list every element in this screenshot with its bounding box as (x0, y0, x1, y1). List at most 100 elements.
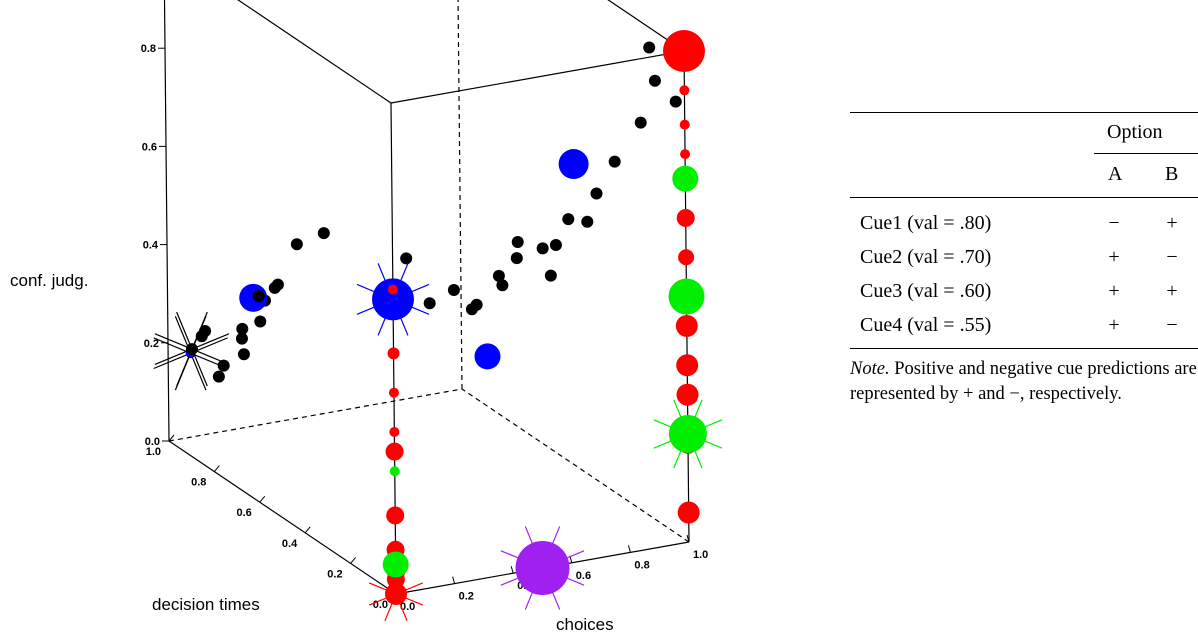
y-tick-label: 1.0 (693, 549, 708, 561)
column-b-label: B (1165, 163, 1179, 185)
data-point-black (290, 238, 303, 251)
data-points (153, 30, 723, 622)
cube-edge (390, 50, 685, 104)
data-point-black (648, 74, 661, 87)
x-tick-mark (259, 495, 266, 503)
cube-hidden-edge (168, 388, 463, 442)
data-point-red (678, 249, 695, 266)
data-point-black (252, 290, 265, 303)
data-point-black (634, 116, 647, 129)
data-point-black (237, 348, 250, 361)
x-tick-mark (214, 465, 220, 472)
data-point-black (400, 252, 413, 265)
table-row: Cue2 (val = .70) + − (850, 240, 1198, 274)
cue-prediction-b: − (1166, 246, 1178, 268)
z-tick-label: 0.4 (143, 240, 159, 252)
data-point-red (676, 354, 699, 377)
data-point-black (669, 95, 682, 108)
data-point-red (387, 347, 400, 360)
y-tick-mark (452, 576, 456, 584)
option-underline (1094, 153, 1198, 154)
data-point-green (668, 278, 705, 315)
x-axis-title: decision times (152, 595, 260, 614)
option-label: Option (1107, 121, 1163, 143)
data-point-spike (176, 348, 193, 387)
data-point-black (643, 41, 656, 54)
cue-prediction-a: + (1108, 314, 1120, 336)
data-point-spike (191, 333, 230, 350)
data-point-spike (154, 348, 193, 365)
table-row: Cue3 (val = .60) + + (850, 274, 1198, 308)
data-point-red (389, 426, 400, 437)
x-tick-label: 0.2 (327, 568, 342, 580)
data-point-green (672, 165, 699, 192)
data-point-black (511, 235, 524, 248)
data-point-black (608, 155, 621, 168)
axis-ticks: 0.00.20.40.60.81.00.00.20.40.60.81.00.00… (141, 43, 709, 613)
x-tick-mark (350, 557, 356, 564)
data-point-black (510, 252, 523, 265)
data-point-black (496, 279, 509, 292)
cube-edge (607, 0, 685, 52)
y-tick-label: 0.8 (634, 559, 649, 571)
z-tick-label: 0.0 (145, 436, 160, 448)
cue-prediction-a: + (1108, 246, 1120, 268)
data-point-black (254, 315, 267, 328)
table-column-headers: A B (850, 153, 1198, 197)
z-tick-label: 0.8 (141, 43, 156, 55)
x-tick-label: 0.8 (191, 477, 206, 489)
table-bottom-rule (850, 348, 1198, 349)
data-point-blue (372, 278, 414, 321)
table-row: Cue1 (val = .80) − + (850, 206, 1198, 240)
data-point-black (581, 215, 594, 228)
cue-name: Cue2 (val = .70) (860, 246, 992, 268)
note-label: Note. (850, 359, 890, 379)
data-point-black (544, 269, 557, 282)
data-point-black (423, 297, 436, 310)
cue-prediction-b: − (1166, 314, 1178, 336)
x-tick-label: 1.0 (146, 446, 161, 458)
y-tick-label: 0.6 (576, 570, 591, 582)
data-point-spike (153, 352, 191, 370)
data-point-red (679, 119, 690, 130)
table-mid-rule (850, 197, 1198, 198)
scatter-3d-plot: 0.00.20.40.60.81.00.00.20.40.60.81.00.00… (10, 0, 723, 634)
data-point-black (235, 332, 248, 345)
data-point-blue (558, 149, 589, 180)
cue-prediction-a: + (1108, 280, 1120, 302)
data-point-red (676, 208, 695, 227)
x-tick-mark (304, 526, 311, 534)
cue-prediction-a: − (1108, 212, 1120, 234)
data-point-green (389, 466, 400, 477)
cue-prediction-b: + (1166, 212, 1178, 234)
cue-table: Option A B Cue1 (val = .80) − + Cue2 (va… (850, 112, 1198, 407)
data-point-red (663, 30, 705, 72)
x-tick-mark (168, 434, 175, 442)
cube-hidden-edge (461, 388, 690, 543)
data-point-spike (191, 348, 230, 365)
cue-name: Cue3 (val = .60) (860, 280, 992, 302)
data-point-black (271, 278, 284, 291)
table-option-header: Option (850, 113, 1198, 154)
data-point-black (236, 322, 249, 335)
z-tick-label: 0.2 (144, 338, 159, 350)
y-tick-mark (510, 566, 514, 574)
data-point-black (212, 370, 225, 383)
y-axis-title: choices (556, 615, 614, 634)
cube-hidden-edge (457, 0, 463, 390)
data-point-black (549, 239, 562, 252)
table-row: Cue4 (val = .55) + − (850, 308, 1198, 342)
data-point-red (387, 284, 398, 295)
note-text: Positive and negative cue predictions ar… (850, 359, 1197, 404)
data-point-spike (190, 352, 228, 370)
column-a-label: A (1108, 163, 1123, 185)
y-tick-mark (627, 545, 631, 553)
data-point-blue (474, 343, 501, 370)
data-point-black (562, 213, 575, 226)
data-point-black (447, 283, 460, 296)
data-point-red (385, 442, 404, 461)
cue-name: Cue1 (val = .80) (860, 212, 992, 234)
data-point-red (386, 506, 405, 525)
data-point-black (492, 269, 505, 282)
z-axis-title: conf. judg. (10, 271, 88, 290)
